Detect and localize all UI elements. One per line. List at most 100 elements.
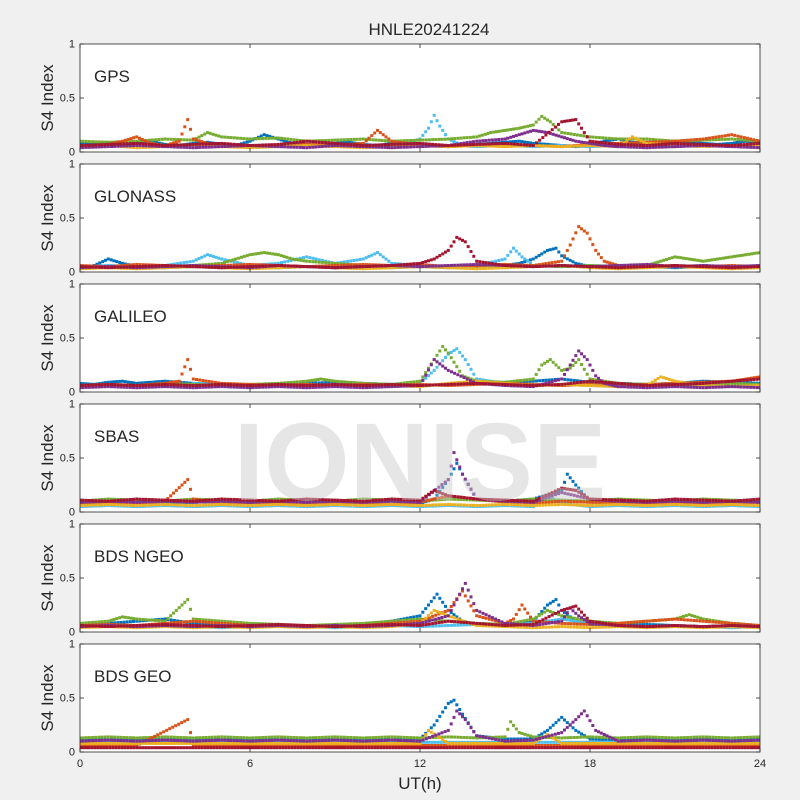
data-point bbox=[172, 383, 176, 387]
data-point bbox=[336, 263, 340, 267]
data-point bbox=[305, 255, 309, 259]
data-point bbox=[265, 251, 269, 255]
data-point bbox=[280, 261, 283, 265]
data-point bbox=[390, 261, 394, 265]
data-point bbox=[101, 381, 105, 385]
data-point bbox=[245, 383, 249, 387]
data-point bbox=[503, 141, 507, 145]
data-point bbox=[543, 250, 547, 254]
data-point bbox=[235, 136, 239, 140]
data-point bbox=[399, 139, 403, 143]
data-point bbox=[705, 381, 708, 385]
data-point bbox=[597, 376, 600, 380]
data-point bbox=[591, 368, 595, 372]
data-point bbox=[585, 380, 589, 384]
data-point bbox=[724, 256, 728, 260]
data-point bbox=[522, 383, 526, 387]
data-point bbox=[604, 136, 608, 140]
data-point bbox=[135, 265, 139, 269]
panel-label: GALILEO bbox=[94, 307, 167, 326]
data-point bbox=[324, 139, 328, 142]
data-point bbox=[544, 378, 548, 382]
data-point bbox=[254, 252, 258, 256]
data-point bbox=[289, 385, 293, 389]
data-point bbox=[176, 138, 180, 141]
data-point bbox=[582, 380, 586, 384]
data-point bbox=[438, 254, 442, 258]
data-point bbox=[87, 143, 91, 147]
data-point bbox=[273, 266, 277, 270]
data-point bbox=[478, 142, 482, 146]
data-point bbox=[135, 386, 139, 390]
data-point bbox=[276, 261, 280, 265]
data-point bbox=[110, 385, 113, 389]
data-point bbox=[723, 265, 727, 269]
data-point bbox=[547, 130, 551, 134]
data-point bbox=[588, 141, 592, 145]
data-point bbox=[568, 119, 572, 122]
data-point bbox=[750, 252, 753, 256]
data-point bbox=[333, 144, 337, 147]
data-point bbox=[223, 385, 227, 389]
data-point bbox=[710, 258, 714, 262]
data-point bbox=[730, 385, 734, 389]
data-point bbox=[308, 379, 311, 383]
data-point bbox=[523, 125, 527, 129]
data-point bbox=[565, 472, 569, 476]
data-point bbox=[376, 145, 379, 149]
data-point bbox=[387, 139, 390, 143]
data-point bbox=[126, 138, 130, 141]
data-point bbox=[383, 266, 387, 270]
data-point bbox=[758, 139, 760, 143]
data-point bbox=[157, 141, 161, 145]
data-point bbox=[497, 263, 501, 267]
data-point bbox=[254, 145, 258, 149]
data-point bbox=[667, 378, 671, 381]
data-point bbox=[670, 383, 674, 387]
data-point bbox=[497, 259, 501, 262]
data-point bbox=[409, 139, 413, 142]
data-point bbox=[550, 261, 554, 265]
data-point bbox=[758, 386, 760, 390]
data-point bbox=[739, 385, 743, 389]
data-point bbox=[245, 137, 249, 141]
data-point bbox=[232, 142, 236, 146]
data-point bbox=[512, 142, 516, 146]
data-point bbox=[213, 142, 217, 146]
data-point bbox=[686, 382, 690, 386]
data-point bbox=[670, 139, 674, 143]
data-point bbox=[289, 383, 293, 387]
data-point bbox=[320, 260, 324, 264]
data-point bbox=[727, 385, 730, 389]
data-point bbox=[333, 382, 337, 386]
data-point bbox=[657, 138, 661, 142]
data-point bbox=[456, 373, 460, 377]
data-point bbox=[525, 378, 529, 382]
data-point bbox=[588, 363, 592, 367]
data-point bbox=[201, 383, 205, 387]
data-point bbox=[135, 139, 139, 143]
data-point bbox=[225, 260, 229, 264]
data-point bbox=[371, 266, 375, 270]
data-point bbox=[717, 265, 721, 269]
data-point bbox=[128, 144, 132, 148]
data-point bbox=[500, 258, 504, 262]
data-point bbox=[432, 257, 436, 261]
data-point bbox=[441, 359, 445, 363]
data-point bbox=[200, 140, 204, 144]
data-point bbox=[572, 383, 576, 387]
data-point bbox=[91, 383, 95, 387]
data-point bbox=[402, 263, 406, 267]
data-point bbox=[535, 141, 538, 145]
data-point bbox=[344, 141, 348, 144]
data-point bbox=[582, 355, 586, 359]
data-point bbox=[197, 135, 201, 139]
data-point bbox=[531, 265, 535, 269]
data-point bbox=[358, 142, 362, 146]
data-point bbox=[128, 263, 132, 267]
data-point bbox=[116, 383, 120, 387]
data-point bbox=[565, 368, 569, 372]
data-point bbox=[465, 143, 469, 147]
data-point bbox=[529, 258, 532, 262]
data-point bbox=[631, 140, 634, 144]
